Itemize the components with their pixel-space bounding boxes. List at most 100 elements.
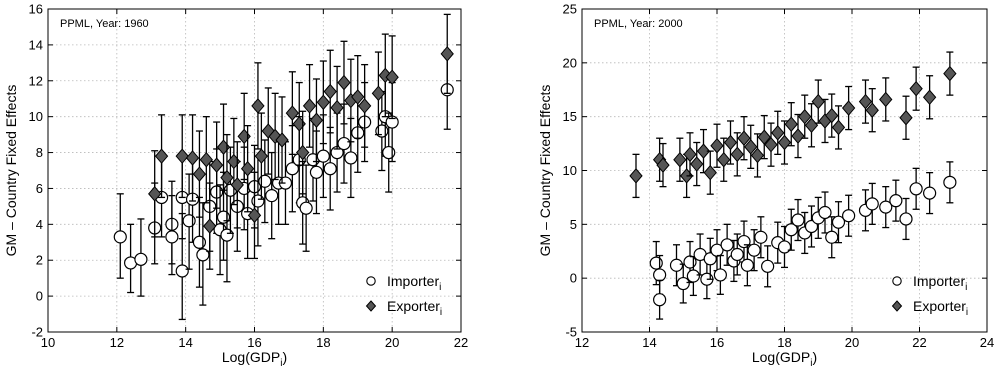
importer-point xyxy=(134,252,148,266)
importer-point xyxy=(309,165,324,179)
exporter-point xyxy=(764,136,778,153)
y-tick-label: 16 xyxy=(29,2,43,17)
exporter-point xyxy=(683,146,697,163)
x-axis-label-sub: i xyxy=(280,358,282,369)
importer-series xyxy=(649,161,957,320)
exporter-point xyxy=(227,153,241,170)
exporter-point xyxy=(909,80,923,97)
exporter-point xyxy=(148,186,162,202)
exporter-point xyxy=(673,151,687,168)
x-tick-label: 16 xyxy=(710,335,724,350)
exporter-point xyxy=(723,134,738,151)
importer-point xyxy=(337,136,351,151)
exporter-point xyxy=(841,100,856,116)
y-tick-label: 25 xyxy=(563,2,577,17)
importer-legend-icon xyxy=(892,276,902,286)
x-axis-label: Log(GDPi) xyxy=(222,349,287,369)
exporter-point xyxy=(831,119,846,136)
exporter-point xyxy=(154,148,169,164)
importer-point xyxy=(720,238,734,252)
legend-entry-label: Exporteri xyxy=(387,298,442,318)
exporter-point xyxy=(275,132,289,148)
x-axis-label-suffix: ) xyxy=(812,349,817,365)
exporter-point xyxy=(865,102,879,118)
importer-point xyxy=(683,255,697,269)
legend-entry-label: Exporteri xyxy=(913,298,968,318)
exporter-point xyxy=(240,160,255,177)
exporter-point xyxy=(811,93,825,110)
x-tick-label: 14 xyxy=(642,335,656,350)
legend-entry-name: Importer xyxy=(387,273,439,289)
importer-point xyxy=(192,235,207,249)
legend: Importeri Exporteri xyxy=(365,273,442,318)
importer-point xyxy=(285,162,299,176)
importer-point xyxy=(344,151,358,165)
importer-legend-icon xyxy=(366,276,376,286)
x-axis-label: Log(GDPi) xyxy=(752,349,817,369)
y-tick-label: 0 xyxy=(570,271,577,286)
exporter-point xyxy=(316,94,330,111)
legend-entry-name: Exporter xyxy=(913,298,966,314)
importer-point xyxy=(713,268,727,282)
x-tick-label: 12 xyxy=(110,335,124,350)
importer-point xyxy=(182,214,196,228)
exporter-point xyxy=(175,148,189,164)
exporter-point xyxy=(203,218,217,234)
importer-point xyxy=(909,182,923,196)
exporter-point xyxy=(220,169,234,186)
exporter-point xyxy=(696,143,711,159)
importer-point xyxy=(747,243,761,257)
importer-point xyxy=(703,252,717,266)
exporter-point xyxy=(784,116,798,132)
x-tick-label: 20 xyxy=(385,335,399,350)
exporter-point xyxy=(757,129,771,145)
exporter-point xyxy=(922,89,937,106)
exporter-point xyxy=(209,157,224,173)
x-axis-label-main: Log(GDP xyxy=(222,349,280,365)
importer-point xyxy=(740,258,754,272)
exporter-legend-icon xyxy=(365,300,377,312)
chart-title: PPML, Year: 1960 xyxy=(60,18,149,30)
x-tick-label: 10 xyxy=(41,335,55,350)
exporter-point xyxy=(292,116,306,132)
importer-point xyxy=(730,247,744,262)
importer-point xyxy=(737,234,751,249)
exporter-point xyxy=(285,105,300,121)
x-tick-label: 12 xyxy=(575,335,589,350)
importer-point xyxy=(777,240,792,254)
importer-point xyxy=(791,213,805,227)
exporter-point xyxy=(777,134,792,151)
exporter-point xyxy=(323,83,337,100)
importer-point xyxy=(382,145,396,160)
legend-entry-name: Importer xyxy=(913,273,965,289)
importer-point xyxy=(842,209,856,223)
y-tick-label: 5 xyxy=(570,217,577,232)
importer-point xyxy=(784,223,798,237)
legend-entry-label: Importeri xyxy=(387,273,441,293)
exporter-point xyxy=(710,137,724,154)
y-axis-label: GM – Country Fixed Effects xyxy=(537,85,553,257)
importer-point xyxy=(316,149,330,163)
importer-point xyxy=(323,162,337,176)
exporter-point xyxy=(440,46,454,62)
exporter-point xyxy=(791,128,805,144)
x-tick-label: 14 xyxy=(178,335,192,350)
exporter-point xyxy=(629,168,643,184)
importer-point xyxy=(113,230,127,244)
importer-point xyxy=(299,201,313,215)
legend-entry-name: Exporter xyxy=(387,298,440,314)
exporter-point xyxy=(798,108,812,125)
data-layer xyxy=(629,51,957,320)
y-tick-label: 8 xyxy=(36,145,43,160)
x-axis-label-sub: i xyxy=(810,358,812,369)
y-tick-label: 20 xyxy=(563,55,577,70)
y-tick-label: 0 xyxy=(36,289,43,304)
exporter-point xyxy=(192,166,207,182)
y-tick-label: 2 xyxy=(36,253,43,268)
exporter-point xyxy=(216,139,231,155)
importer-point xyxy=(676,276,690,291)
y-axis-label: GM – Country Fixed Effects xyxy=(3,85,19,257)
exporter-point xyxy=(185,150,200,166)
y-tick-label: 12 xyxy=(29,73,43,88)
